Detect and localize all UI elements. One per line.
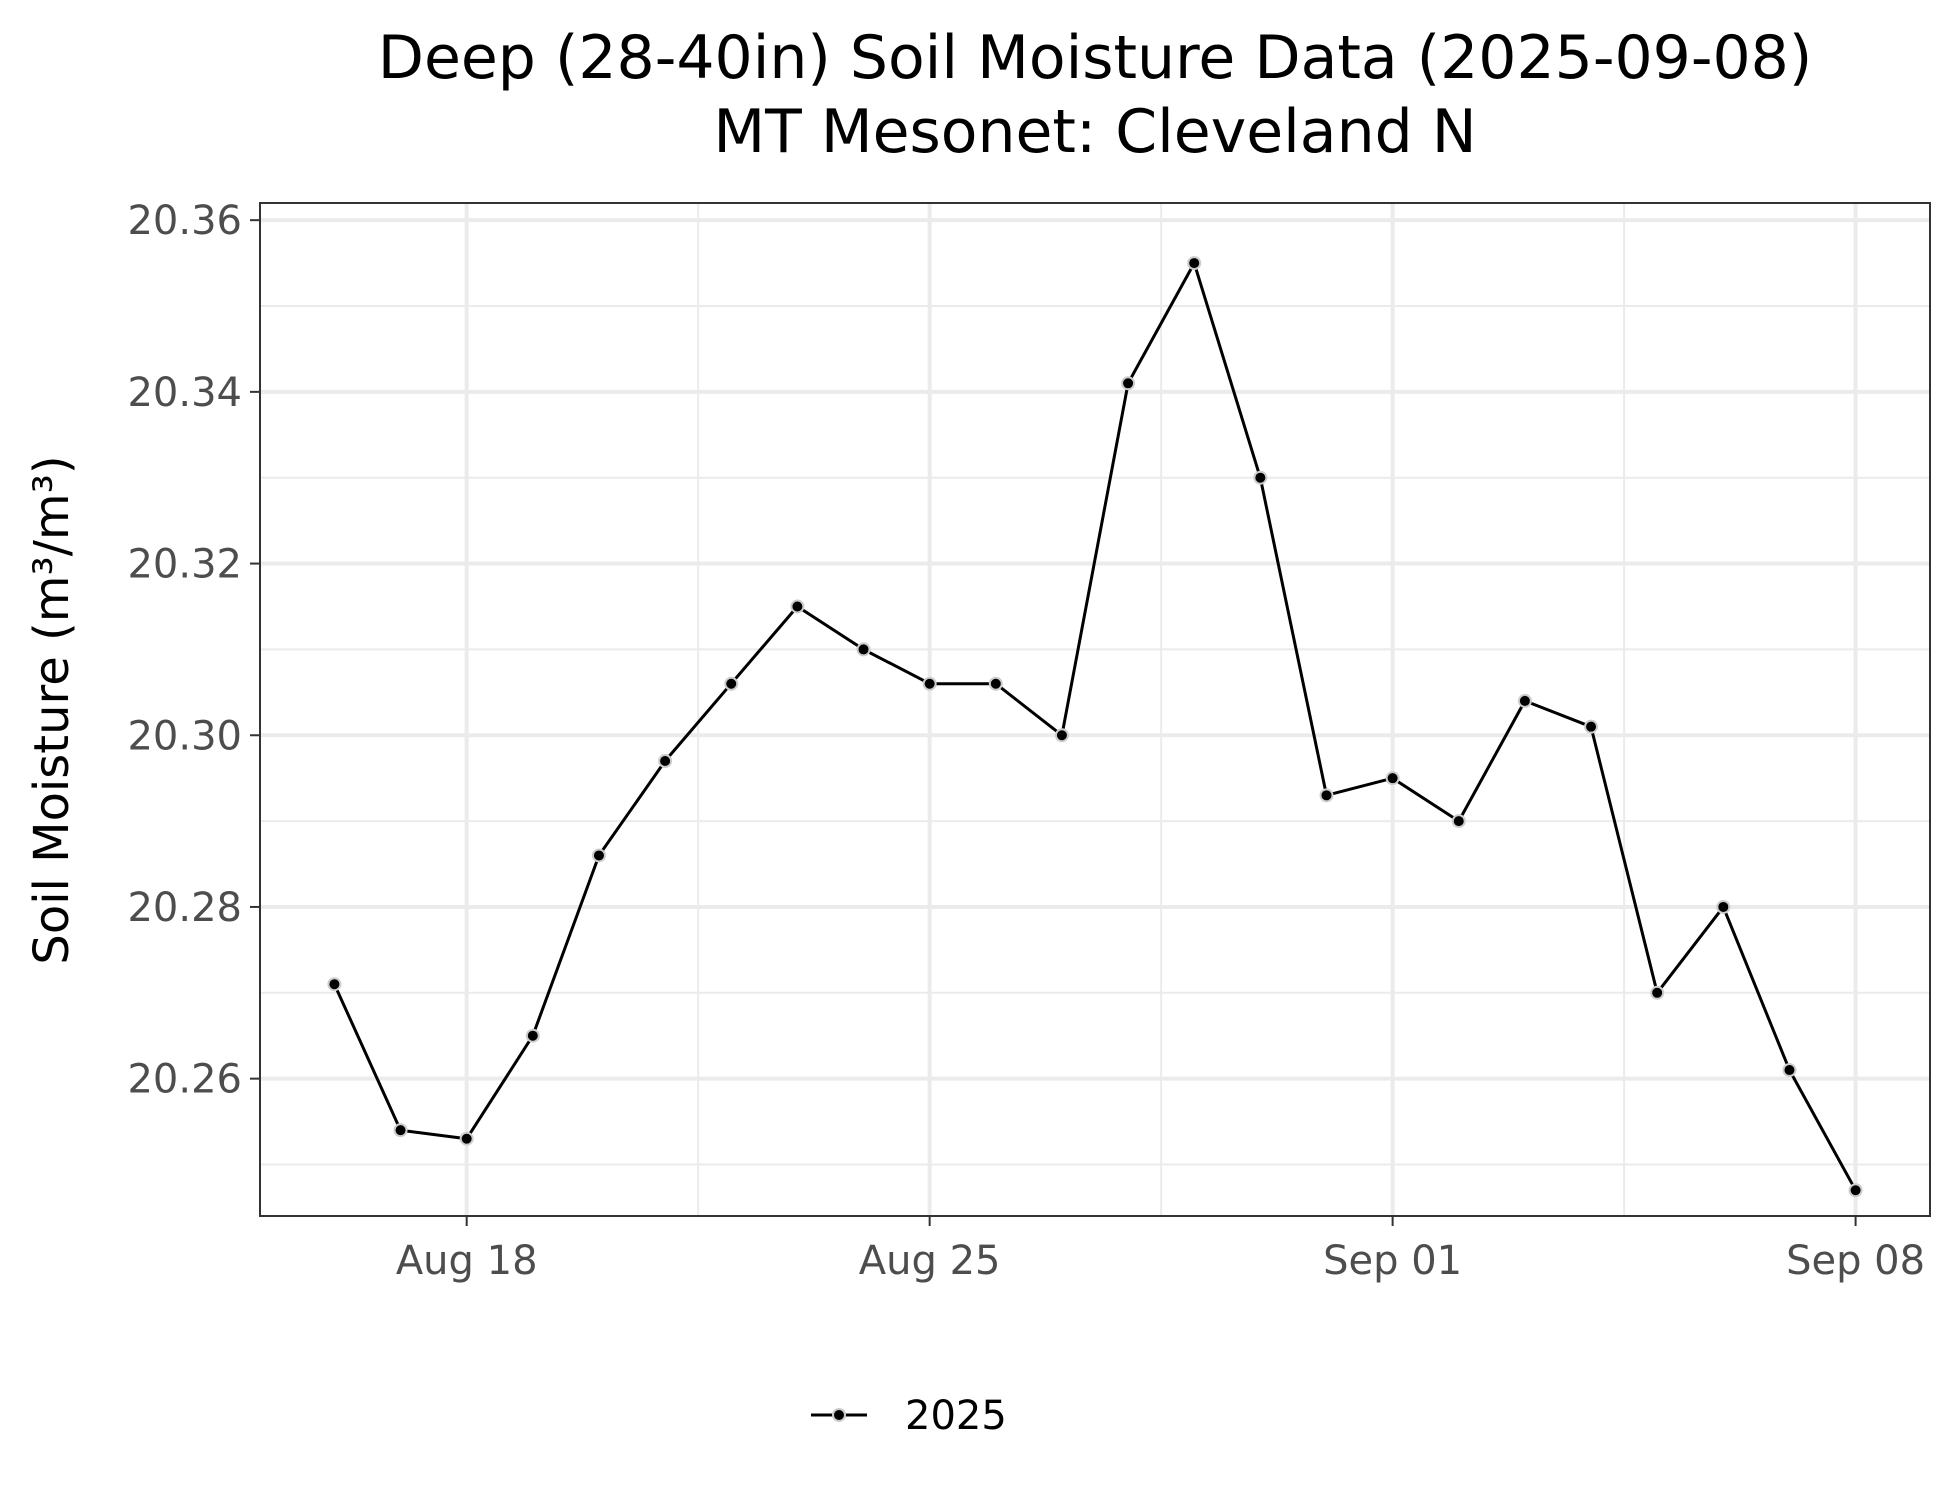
x-axis: Aug 18 Aug 25 Sep 01 Sep 08: [396, 1216, 1925, 1284]
plot-border: [259, 202, 1931, 1217]
data-point: [658, 754, 673, 769]
y-axis: 20.26 20.28 20.30 20.32 20.34 20.36: [127, 198, 260, 1103]
data-point: [1848, 1183, 1863, 1198]
data-point: [459, 1131, 474, 1146]
x-tick-label: Sep 08: [1786, 1238, 1925, 1284]
data-point: [1054, 728, 1069, 743]
data-point: [1584, 719, 1599, 734]
y-tick-label: 20.30: [127, 713, 242, 759]
data-point: [790, 599, 805, 614]
data-point: [591, 848, 606, 863]
x-tick-label: Aug 25: [859, 1238, 1001, 1284]
data-point: [525, 1028, 540, 1043]
data-point: [1517, 693, 1532, 708]
y-tick-label: 20.36: [127, 198, 242, 244]
chart-subtitle: MT Mesonet: Cleveland N: [713, 97, 1476, 167]
data-point: [1187, 256, 1202, 271]
series-line-2025: [333, 261, 1857, 1191]
y-tick-label: 20.34: [127, 370, 242, 416]
data-point: [393, 1123, 408, 1138]
y-tick-label: 20.32: [127, 542, 242, 588]
x-tick-label: Sep 01: [1323, 1238, 1462, 1284]
y-axis-title: Soil Moisture (m³/m³): [24, 455, 80, 964]
minor-gridlines-y: [260, 305, 1930, 1166]
y-tick-label: 20.28: [127, 885, 242, 931]
x-tick-label: Aug 18: [396, 1238, 538, 1284]
data-point: [1121, 376, 1136, 391]
data-point: [724, 676, 739, 691]
legend-label-2025: 2025: [905, 1393, 1007, 1439]
data-point: [922, 676, 937, 691]
data-point: [856, 642, 871, 657]
data-point: [1451, 814, 1466, 829]
minor-gridlines-x: [697, 203, 1626, 1216]
data-point: [1650, 985, 1665, 1000]
y-tick-label: 20.26: [127, 1057, 242, 1103]
data-point: [1253, 470, 1268, 485]
data-point: [1716, 899, 1731, 914]
data-point: [327, 977, 342, 992]
legend-point-icon: [832, 1408, 846, 1422]
data-point: [1782, 1063, 1797, 1078]
chart-title: Deep (28-40in) Soil Moisture Data (2025-…: [378, 23, 1812, 93]
legend: 2025: [811, 1393, 1007, 1439]
series-layer: [327, 256, 1863, 1198]
data-point: [1385, 771, 1400, 786]
data-point: [988, 676, 1003, 691]
plot-panel: [260, 203, 1930, 1216]
data-point: [1319, 788, 1334, 803]
major-gridlines-x: [464, 203, 1858, 1216]
